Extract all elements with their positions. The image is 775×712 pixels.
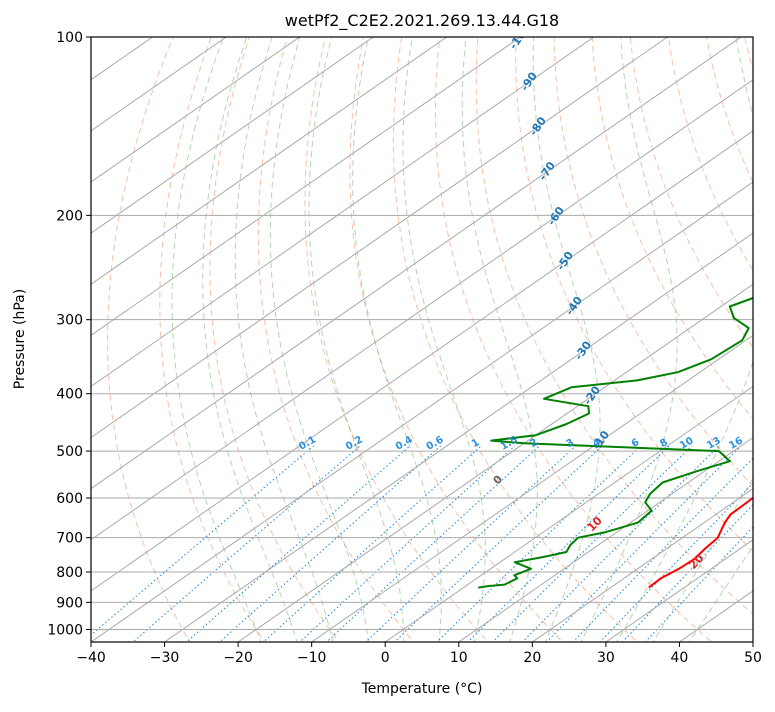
- mixing-ratio-line: [599, 482, 753, 642]
- mixing-ratio-line: [572, 457, 753, 642]
- grid-layer: [91, 37, 753, 642]
- y-tick-label: 500: [56, 444, 83, 460]
- x-tick-label: −20: [223, 650, 253, 666]
- mixing-ratio-line: [91, 445, 314, 636]
- x-tick-label: 10: [450, 650, 468, 666]
- dry-adiabat-line: [392, 37, 638, 642]
- x-tick-label: −10: [297, 650, 327, 666]
- mixing-ratio-line: [521, 445, 720, 642]
- isotherm-line: [457, 436, 753, 642]
- moist-adiabat-line: [688, 545, 753, 642]
- isotherm-line: [531, 488, 753, 642]
- moist-adiabat-line: [171, 37, 262, 642]
- x-tick-label: 20: [523, 650, 541, 666]
- mixing-ratio-label: 2: [528, 437, 540, 450]
- isotherm-line: [91, 37, 742, 490]
- isotherm-line: [91, 37, 227, 132]
- dry-adiabat-line: [629, 37, 753, 349]
- y-tick-label: 1000: [47, 622, 83, 638]
- series-layer: [478, 296, 753, 589]
- y-tick-label: 200: [56, 208, 83, 224]
- dry-adiabat-line: [159, 37, 265, 642]
- isotherm-line: [237, 283, 753, 642]
- isotherm-line: [91, 37, 301, 183]
- isotherm-line: [91, 130, 753, 592]
- isotherm-line: [605, 539, 753, 642]
- isotherm-line: [91, 37, 595, 388]
- dry-adiabat-line: [591, 37, 753, 420]
- mixing-ratio-label: 1: [470, 437, 482, 450]
- y-axis-label: Pressure (hPa): [12, 289, 28, 389]
- mixing-ratio-label: 4: [591, 437, 603, 450]
- isotherm-line: [91, 37, 669, 439]
- isotherm-line: [91, 37, 448, 285]
- dry-adiabat-line: [257, 37, 415, 642]
- x-axis-label: Temperature (°C): [361, 681, 483, 697]
- y-tick-label: 100: [56, 30, 83, 46]
- isotherm-line: [91, 181, 753, 642]
- y-tick-label: 300: [56, 313, 83, 329]
- mixing-ratio-line: [467, 445, 670, 642]
- x-tick-label: −40: [76, 650, 106, 666]
- y-tick-label: 700: [56, 531, 83, 547]
- x-tick-label: 50: [744, 650, 762, 666]
- mixing-ratio-label: 8: [658, 437, 670, 450]
- moist-adiabat-line: [402, 37, 486, 642]
- dry-adiabat-line: [209, 37, 340, 642]
- x-tick-label: −30: [150, 650, 180, 666]
- y-tick-label: 800: [56, 565, 83, 581]
- dry-adiabat-line: [107, 37, 191, 642]
- x-tick-label: 30: [597, 650, 615, 666]
- dry-adiabat-line: [515, 37, 753, 552]
- y-tick-label: 400: [56, 387, 83, 403]
- mixing-ratio-line: [545, 445, 742, 642]
- mixing-ratio-label: 3: [564, 437, 576, 450]
- axis-layer: −40 −30 −20 −10 0 10 20 30 40 50 100 200 300 400 500 60…: [47, 30, 762, 666]
- isotherm-line: [91, 37, 522, 336]
- y-tick-label: 900: [56, 595, 83, 611]
- x-tick-label: 40: [671, 650, 689, 666]
- y-tick-label: 600: [56, 491, 83, 507]
- moist-adiabat-line: [461, 37, 538, 642]
- dry-adiabat-line: [475, 37, 753, 615]
- isotherm-line: [384, 385, 753, 642]
- isotherm-line: [91, 79, 753, 541]
- plot-frame: [90, 36, 754, 643]
- mixing-ratio-label: 6: [630, 437, 642, 450]
- dewpoint-profile-line: [478, 296, 753, 589]
- x-tick-label: 0: [381, 650, 390, 666]
- isotherm-line: [310, 334, 753, 642]
- isotherm-line: [91, 37, 375, 234]
- dry-adiabat-line: [435, 37, 713, 642]
- temperature-profile-line: [648, 496, 753, 589]
- chart-title: wetPf2_C2E2.2021.269.13.44.G18: [285, 11, 559, 31]
- moist-adiabat-line: [352, 37, 442, 642]
- isotherm-line: [163, 232, 753, 642]
- moist-adiabat-line: [202, 37, 298, 642]
- moist-adiabat-line: [308, 37, 405, 642]
- plot-background: [91, 37, 753, 642]
- mixing-ratio-label: 20: [752, 435, 770, 452]
